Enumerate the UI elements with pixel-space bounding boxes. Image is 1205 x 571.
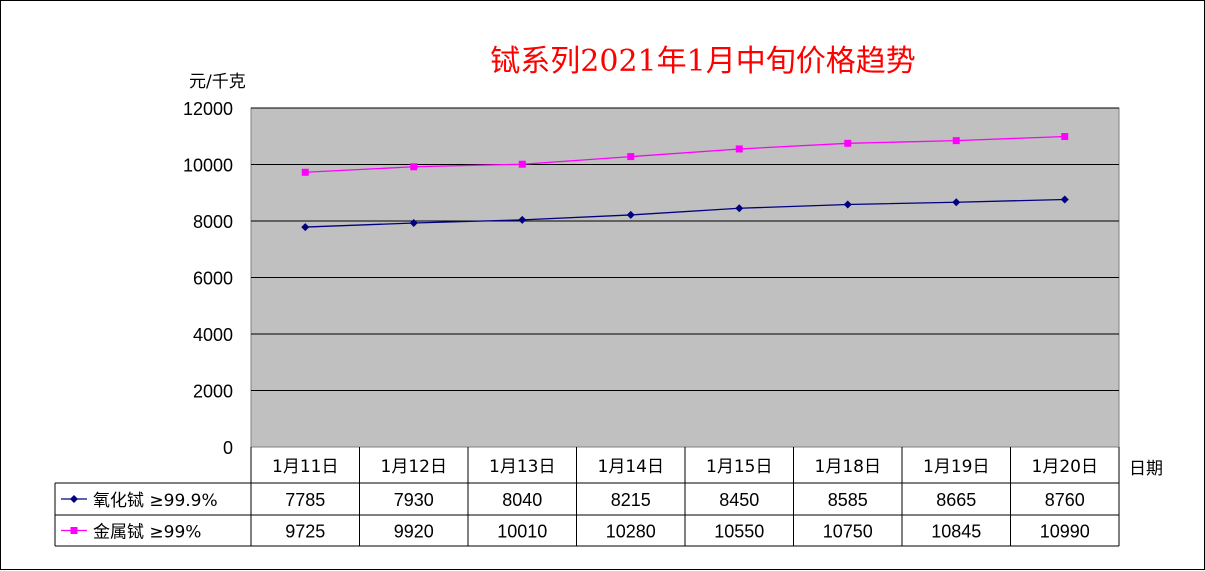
data-value-cell: 9920 [394,522,434,542]
series-line-0 [305,198,1065,228]
x-category-label: 1月14日 [598,457,664,477]
data-value-cell: 8665 [936,490,976,510]
data-value-cell: 10010 [497,522,547,542]
y-tick-label: 2000 [193,382,233,402]
plot-area: 0 2000 4000 6000 8000 10000 12000 [183,99,1120,458]
data-value-cell: 10280 [606,522,656,542]
data-point-diamond [1060,195,1069,204]
data-value-cell: 7785 [285,490,325,510]
data-value-cell: 8760 [1045,490,1085,510]
y-tick-label: 8000 [193,212,233,232]
data-value-cell: 10750 [823,522,873,542]
data-point-diamond [626,210,635,219]
data-point-square [1061,133,1069,141]
legend-marker-square [70,527,78,534]
data-point-diamond [952,198,961,207]
data-value-cell: 10550 [714,522,764,542]
y-tick-label: 0 [223,438,233,458]
y-tick-label: 12000 [183,99,233,119]
data-value-cell: 8040 [502,490,542,510]
data-point-diamond [301,223,310,232]
x-axis-label: 日期 [1129,459,1163,479]
y-axis-label: 元/千克 [189,72,246,92]
data-table: 1月11日 1月12日 1月13日 1月14日 1月15日 1月18日 1月19日 1月20日… [54,447,1120,547]
y-tick-label: 4000 [193,325,233,345]
series-line-1 [305,135,1065,173]
x-category-label: 1月15日 [706,457,772,477]
data-point-diamond [735,204,744,213]
x-category-label: 1月19日 [923,457,989,477]
data-value-cell: 8450 [719,490,759,510]
data-point-square [627,153,635,161]
y-tick-label: 6000 [193,269,233,289]
data-point-diamond [409,218,418,227]
data-point-square [952,137,960,145]
chart-title: 铽系列2021年1月中旬价格趋势 [490,44,915,79]
data-point-diamond [843,200,852,209]
data-value-cell: 7930 [394,490,434,510]
data-point-square [518,160,526,168]
data-value-cell: 9725 [285,522,325,542]
x-category-label: 1月13日 [489,457,555,477]
x-category-label: 1月20日 [1032,457,1098,477]
data-value-cell: 8585 [828,490,868,510]
legend-label-0: 氧化铽 ≥99.9% [93,491,218,511]
data-point-square [735,145,743,153]
legend-marker-diamond [70,495,78,503]
data-point-square [410,163,418,171]
data-point-diamond [518,215,527,224]
y-tick-label: 10000 [183,156,233,176]
data-value-cell: 10990 [1040,522,1090,542]
legend-label-1: 金属铽 ≥99% [93,523,201,543]
data-value-cell: 10845 [931,522,981,542]
x-category-label: 1月11日 [272,457,338,477]
x-category-label: 1月18日 [815,457,881,477]
x-category-label: 1月12日 [381,457,447,477]
data-value-cell: 8215 [611,490,651,510]
data-point-square [301,168,309,176]
data-point-square [844,139,852,147]
